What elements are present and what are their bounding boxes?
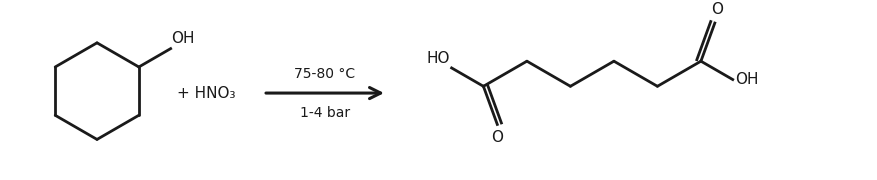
Text: + HNO₃: + HNO₃: [177, 86, 236, 101]
Text: 1-4 bar: 1-4 bar: [300, 106, 350, 120]
Text: OH: OH: [172, 31, 195, 46]
Text: O: O: [491, 130, 503, 145]
Text: HO: HO: [426, 51, 450, 66]
Text: OH: OH: [735, 72, 758, 87]
Text: 75-80 °C: 75-80 °C: [295, 66, 355, 80]
Text: O: O: [710, 2, 723, 17]
